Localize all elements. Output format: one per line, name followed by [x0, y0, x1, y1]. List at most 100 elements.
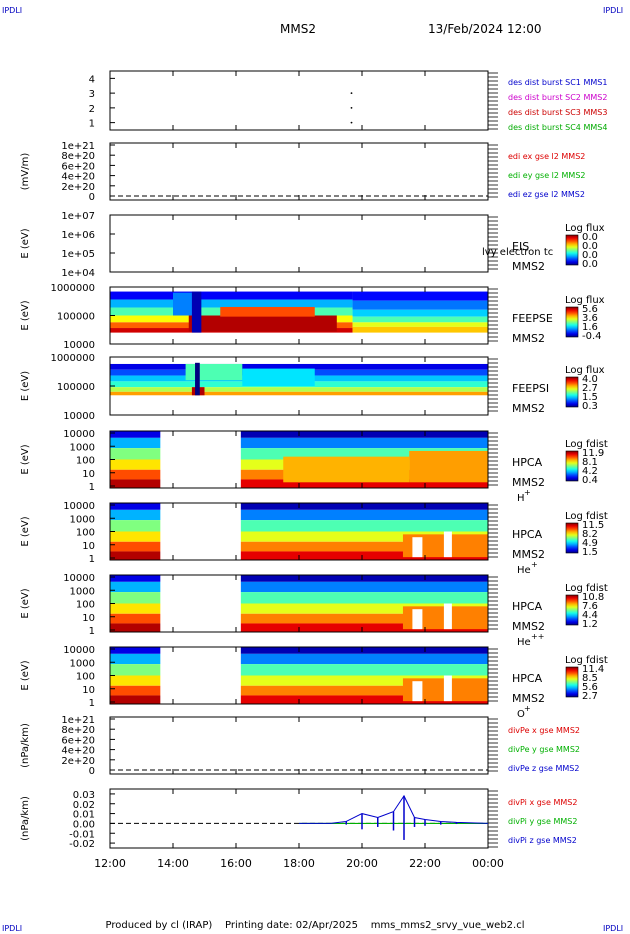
feepse-cell — [352, 326, 488, 333]
hpca-hepp-cell — [110, 613, 161, 624]
hpca-h-cell — [240, 479, 488, 488]
hpca-he-cell — [110, 503, 161, 510]
hpca-h-cell — [110, 437, 161, 449]
hpca-he-cell — [110, 509, 161, 521]
feepse-spacecraft-label: MMS2 — [512, 332, 545, 345]
des-dist-legend-item: des dist burst SC4 MMS4 — [508, 123, 607, 132]
edi-e-ylabel: (mV/m) — [20, 153, 31, 191]
hpca-o-colorbar-tick: 5.6 — [582, 682, 598, 693]
hpca-o-cell — [110, 653, 161, 665]
hpca-he-ytick-label: 1000 — [70, 514, 95, 525]
hpca-h-cell — [240, 431, 488, 438]
hpca-he-cell — [110, 531, 161, 542]
hpca-hepp-colorbar-title: Log fdist — [565, 583, 608, 594]
hpca-hepp-colorbar-tick: 4.4 — [582, 610, 598, 621]
hpca-o-cell — [240, 653, 488, 665]
eis-spacecraft-label: MMS2 — [512, 260, 545, 273]
hpca-o-ytick-label: 10000 — [63, 645, 95, 656]
eis-colorbar-title: Log flux — [565, 223, 605, 234]
hpca-h-colorbar — [565, 450, 579, 482]
feepsi-cell — [195, 362, 200, 396]
time-axis-tick-label: 16:00 — [220, 857, 252, 870]
edi-e-legend-item: edi ez gse l2 MMS2 — [508, 190, 585, 199]
divpi-series-z — [299, 794, 489, 824]
hpca-h-cell — [110, 431, 161, 438]
feepsi-ytick-label: 1000000 — [50, 353, 95, 364]
feepse-colorbar-tick: 5.6 — [582, 304, 598, 315]
hpca-o-ytick-label: 1000 — [70, 658, 95, 669]
hpca-he-colorbar-title: Log fdist — [565, 511, 608, 522]
divpi-ylabel: (nPa/km) — [20, 796, 31, 841]
feepse-colorbar-tick: -0.4 — [582, 331, 602, 342]
hpca-h-cell — [283, 456, 410, 483]
feepse-ytick-label: 100000 — [57, 312, 95, 323]
hpca-he-cell — [240, 503, 488, 510]
footer: Produced by cl (IRAP) Printing date: 02/… — [0, 920, 630, 931]
hpca-hepp-colorbar-tick: 1.2 — [582, 619, 598, 630]
feepsi-cell — [242, 368, 315, 386]
hpca-o-cell — [240, 675, 488, 686]
edi-e-ytick-label: 0 — [89, 192, 95, 203]
footer-printing-date: Printing date: 02/Apr/2025 — [225, 920, 358, 931]
corner-label-top-right: IPDLI — [603, 6, 624, 15]
feepse-instrument-label: FEEPSE — [512, 312, 553, 325]
hpca-h-cell — [409, 450, 488, 483]
edi-e-ytick-label: 8e+20 — [61, 151, 95, 162]
eis-colorbar-tick: 0.0 — [582, 232, 598, 243]
time-axis-tick-label: 20:00 — [346, 857, 378, 870]
time-axis-tick-label: 00:00 — [472, 857, 504, 870]
hpca-h-ytick-label: 1000 — [70, 442, 95, 453]
hpca-o-cell — [110, 675, 161, 686]
feepsi-colorbar-tick: 4.0 — [582, 374, 598, 385]
hpca-h-cell — [110, 479, 161, 488]
feepsi-spacecraft-label: MMS2 — [512, 402, 545, 415]
hpca-hepp-cell — [240, 623, 488, 632]
hpca-hepp-colorbar-tick: 7.6 — [582, 601, 598, 612]
plot-date: 13/Feb/2024 12:00 — [428, 22, 542, 36]
edi-e-legend-item: edi ex gse l2 MMS2 — [508, 152, 585, 161]
hpca-he-cell — [240, 520, 488, 532]
feepse-cell — [110, 299, 353, 308]
hpca-o-data-gap — [160, 647, 241, 704]
divpe-ytick-label: 1e+21 — [61, 715, 95, 726]
feepse-cell — [352, 316, 488, 323]
hpca-h-ytick-label: 1 — [89, 482, 95, 493]
hpca-h-ylabel: E (eV) — [20, 444, 31, 474]
hpca-o-species-label: O — [517, 709, 525, 720]
hpca-hepp-ytick-label: 10 — [82, 613, 95, 624]
divpi-legend-item: divPi x gse MMS2 — [508, 798, 577, 807]
hpca-hepp-species-label: He — [517, 637, 531, 648]
hpca-he-colorbar — [565, 522, 579, 554]
hpca-h-colorbar-tick: 0.4 — [582, 475, 598, 486]
feepse-colorbar — [565, 306, 579, 338]
hpca-h-ytick-label: 10 — [82, 469, 95, 480]
hpca-he-ytick-label: 100 — [76, 528, 95, 539]
feepsi-colorbar-title: Log flux — [565, 365, 605, 376]
hpca-he-cell — [240, 551, 488, 560]
feepse-cell — [352, 309, 488, 317]
eis-colorbar-tick: 0.0 — [582, 241, 598, 252]
divpe-ytick-label: 4e+20 — [61, 746, 95, 757]
des-dist-point — [350, 106, 353, 109]
hpca-hepp-cell — [110, 603, 161, 614]
hpca-hepp-cell — [110, 623, 161, 632]
hpca-h-cell — [110, 448, 161, 460]
time-axis-tick-label: 14:00 — [157, 857, 189, 870]
feepsi-cell — [110, 387, 488, 392]
time-axis-tick-label: 12:00 — [94, 857, 126, 870]
des-dist-point — [350, 92, 353, 95]
divpe-ytick-label: 2e+20 — [61, 756, 95, 767]
hpca-hepp-spacecraft-label: MMS2 — [512, 620, 545, 633]
feepse-colorbar-title: Log flux — [565, 295, 605, 306]
feepsi-colorbar-tick: 2.7 — [582, 383, 598, 394]
eis-ytick-label: 1e+05 — [61, 249, 95, 260]
hpca-hepp-cell — [240, 592, 488, 604]
divpi-ytick-label: 0.01 — [73, 810, 95, 821]
des-dist-legend-item: des dist burst SC2 MMS2 — [508, 93, 607, 102]
feepse-ytick-label: 1000000 — [50, 283, 95, 294]
hpca-o-ytick-label: 100 — [76, 672, 95, 683]
hpca-he-data-gap — [160, 503, 241, 560]
divpe-ytick-label: 6e+20 — [61, 735, 95, 746]
hpca-hepp-data-gap — [160, 575, 241, 632]
feepse-colorbar-tick: 3.6 — [582, 313, 598, 324]
